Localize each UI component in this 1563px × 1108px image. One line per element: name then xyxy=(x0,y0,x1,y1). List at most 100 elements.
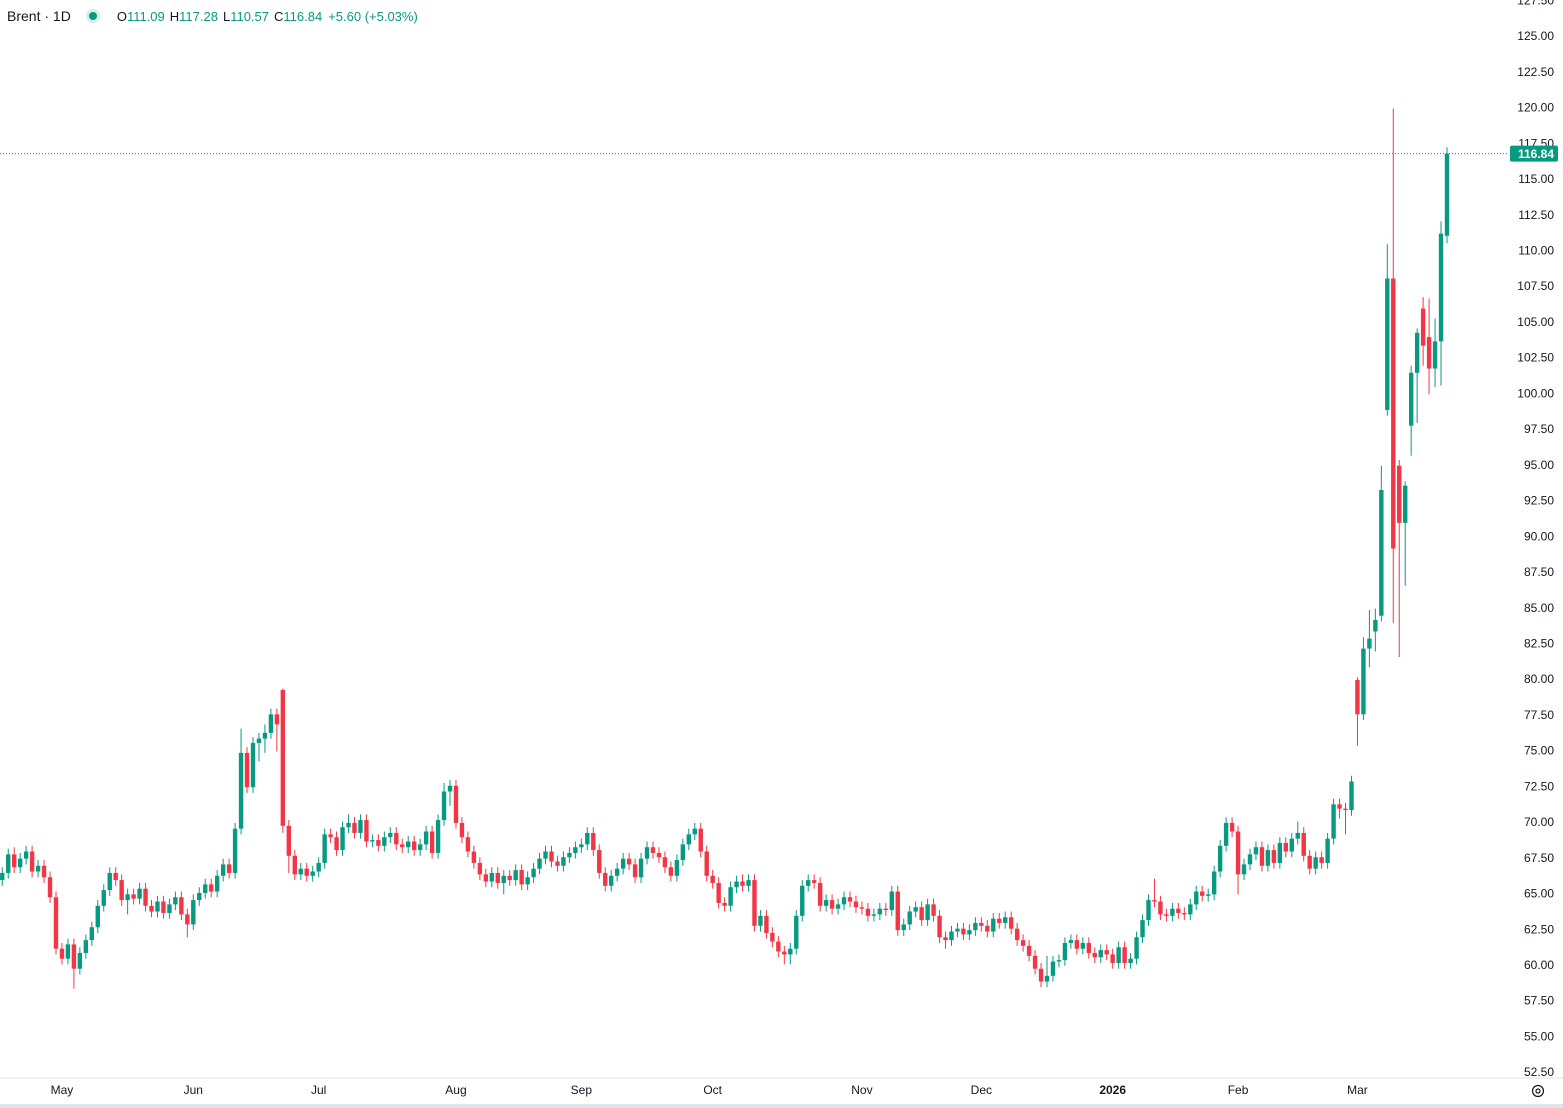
candle-body xyxy=(1325,838,1330,863)
y-tick-label: 52.50 xyxy=(1524,1065,1554,1079)
candle-body xyxy=(1397,465,1402,523)
y-tick-label: 95.00 xyxy=(1524,458,1554,472)
candle-body xyxy=(1426,337,1432,369)
y-tick-label: 115.00 xyxy=(1518,172,1554,186)
settings-gear-center[interactable] xyxy=(1535,1088,1541,1094)
close-value: 116.84 xyxy=(283,8,323,24)
candle-body xyxy=(1420,308,1426,346)
candle-body xyxy=(232,828,238,873)
candle-body xyxy=(191,900,196,925)
candle-body xyxy=(1241,864,1247,875)
candle-body xyxy=(644,847,650,859)
candle-body xyxy=(853,901,859,908)
y-tick-label: 60.00 xyxy=(1524,958,1554,972)
high-key: H xyxy=(169,8,180,24)
settings-icon[interactable] xyxy=(1531,1084,1545,1098)
candle-body xyxy=(1164,914,1169,916)
candle-body xyxy=(23,851,29,859)
candle-body xyxy=(83,940,89,953)
candle-body xyxy=(704,851,709,876)
candle-body xyxy=(352,822,357,833)
candle-body xyxy=(1020,940,1026,946)
candle-body xyxy=(501,875,506,883)
candle-body xyxy=(1349,781,1354,811)
candle-body xyxy=(35,865,41,872)
x-tick-label: Sep xyxy=(571,1083,593,1097)
candle-body xyxy=(531,868,536,878)
candle-body xyxy=(770,932,775,942)
high-value: 117.28 xyxy=(179,8,218,24)
x-tick-label: May xyxy=(51,1083,74,1097)
candle-body xyxy=(328,834,333,838)
candle-body xyxy=(465,837,471,852)
candle-body xyxy=(292,855,297,875)
candle-body xyxy=(537,858,542,869)
candle-body xyxy=(65,944,71,959)
candle-body xyxy=(17,858,23,868)
y-tick-label: 77.50 xyxy=(1524,708,1554,722)
candle-body xyxy=(226,864,232,873)
candle-body xyxy=(680,844,686,861)
candle-body xyxy=(358,820,363,833)
candle-body xyxy=(841,897,847,905)
candle-body xyxy=(1110,954,1115,963)
candle-body xyxy=(877,908,883,915)
candle-body xyxy=(919,907,924,921)
candle-body xyxy=(262,732,268,739)
candle-body xyxy=(1355,680,1360,715)
y-tick-label: 87.50 xyxy=(1524,565,1554,579)
candle-body xyxy=(107,872,112,891)
candle-body xyxy=(650,847,656,853)
y-tick-label: 105.00 xyxy=(1517,315,1554,329)
candle-body xyxy=(155,901,160,912)
candle-body xyxy=(1050,961,1056,976)
candle-body xyxy=(149,905,154,912)
candle-body xyxy=(752,880,757,926)
candle-body xyxy=(388,832,393,838)
candle-body xyxy=(973,922,978,931)
candle-body xyxy=(1211,871,1217,895)
candle-body xyxy=(340,827,345,851)
candle-body xyxy=(346,822,351,828)
candle-body xyxy=(1301,832,1306,856)
settings-gear[interactable] xyxy=(1531,1084,1545,1098)
candle-body xyxy=(997,918,1002,923)
candle-body xyxy=(220,864,226,876)
candle-body xyxy=(1008,917,1014,929)
candle-body xyxy=(1116,947,1121,963)
candle-body xyxy=(710,875,715,883)
candle-body xyxy=(1032,955,1038,969)
candle-body xyxy=(734,881,739,888)
candle-body xyxy=(1438,233,1444,342)
candle-body xyxy=(698,828,703,852)
candle-body xyxy=(979,922,984,926)
candle-body xyxy=(632,864,638,878)
candle-body xyxy=(119,880,124,901)
last-price-tag xyxy=(1510,145,1558,162)
candle-body xyxy=(1408,372,1414,426)
candle-body xyxy=(1414,332,1420,373)
candle-body xyxy=(1259,847,1265,866)
candle-body xyxy=(1098,950,1103,958)
y-tick-label: 70.00 xyxy=(1524,815,1554,829)
candle-body xyxy=(967,930,972,935)
y-tick-label: 125.00 xyxy=(1517,29,1554,43)
candle-body xyxy=(1391,278,1396,549)
y-tick-label: 97.50 xyxy=(1524,422,1554,436)
candle-body xyxy=(459,822,465,838)
candle-body xyxy=(197,892,202,901)
candle-body xyxy=(489,872,494,882)
candle-body xyxy=(483,874,489,882)
candle-body xyxy=(1104,950,1109,955)
x-tick-label: Mar xyxy=(1347,1083,1368,1097)
y-tick-label: 107.50 xyxy=(1517,279,1554,293)
candle-body xyxy=(692,828,697,835)
candle-body xyxy=(1092,952,1097,958)
y-tick-label: 90.00 xyxy=(1524,529,1554,543)
candle-body xyxy=(1331,804,1336,839)
candle-body xyxy=(268,714,274,733)
candle-body xyxy=(1367,638,1372,649)
candle-body xyxy=(113,872,118,881)
candle-body xyxy=(441,791,447,821)
candle-body xyxy=(423,831,429,845)
